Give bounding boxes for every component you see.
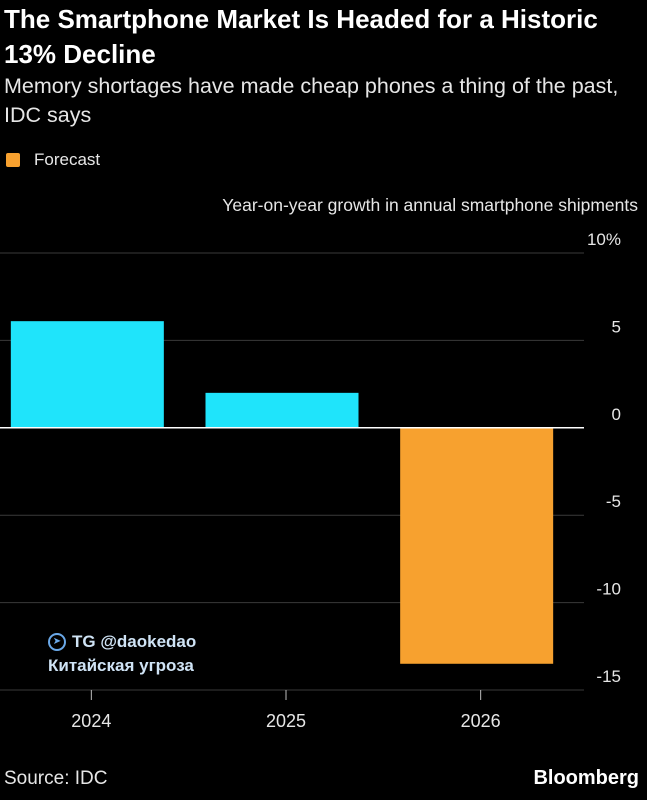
watermark-caption: Китайская угроза [48, 656, 194, 675]
legend: Forecast [6, 148, 100, 172]
watermark-handle: TG @daokedao [72, 632, 197, 651]
x-tick-label-2024: 2024 [71, 711, 111, 731]
bar-2024 [10, 321, 164, 428]
y-tick-label-1: 5 [612, 317, 621, 336]
y-tick-label-2: 0 [612, 405, 621, 424]
x-tick-label-2025: 2025 [266, 711, 306, 731]
chart-title: The Smartphone Market Is Headed for a Hi… [4, 4, 598, 69]
watermark: ➤ TG @daokedao Китайская угроза [48, 630, 196, 678]
chart-subtitle: Memory shortages have made cheap phones … [4, 74, 619, 127]
y-axis-description: Year-on-year growth in annual smartphone… [222, 195, 638, 215]
source-note: Source: IDC [4, 768, 108, 789]
x-tick-label-2026: 2026 [461, 711, 501, 731]
y-tick-label-5: -15 [596, 667, 621, 686]
bar-2026 [400, 427, 554, 664]
y-tick-label-4: -10 [596, 580, 621, 599]
legend-swatch-forecast [6, 153, 20, 167]
brand-logo: Bloomberg [533, 767, 639, 789]
legend-label-forecast: Forecast [34, 150, 101, 169]
bar-2025 [205, 392, 359, 428]
y-tick-label-0: 10% [587, 230, 621, 249]
y-tick-label-3: -5 [606, 492, 621, 511]
telegram-icon: ➤ [48, 633, 66, 651]
